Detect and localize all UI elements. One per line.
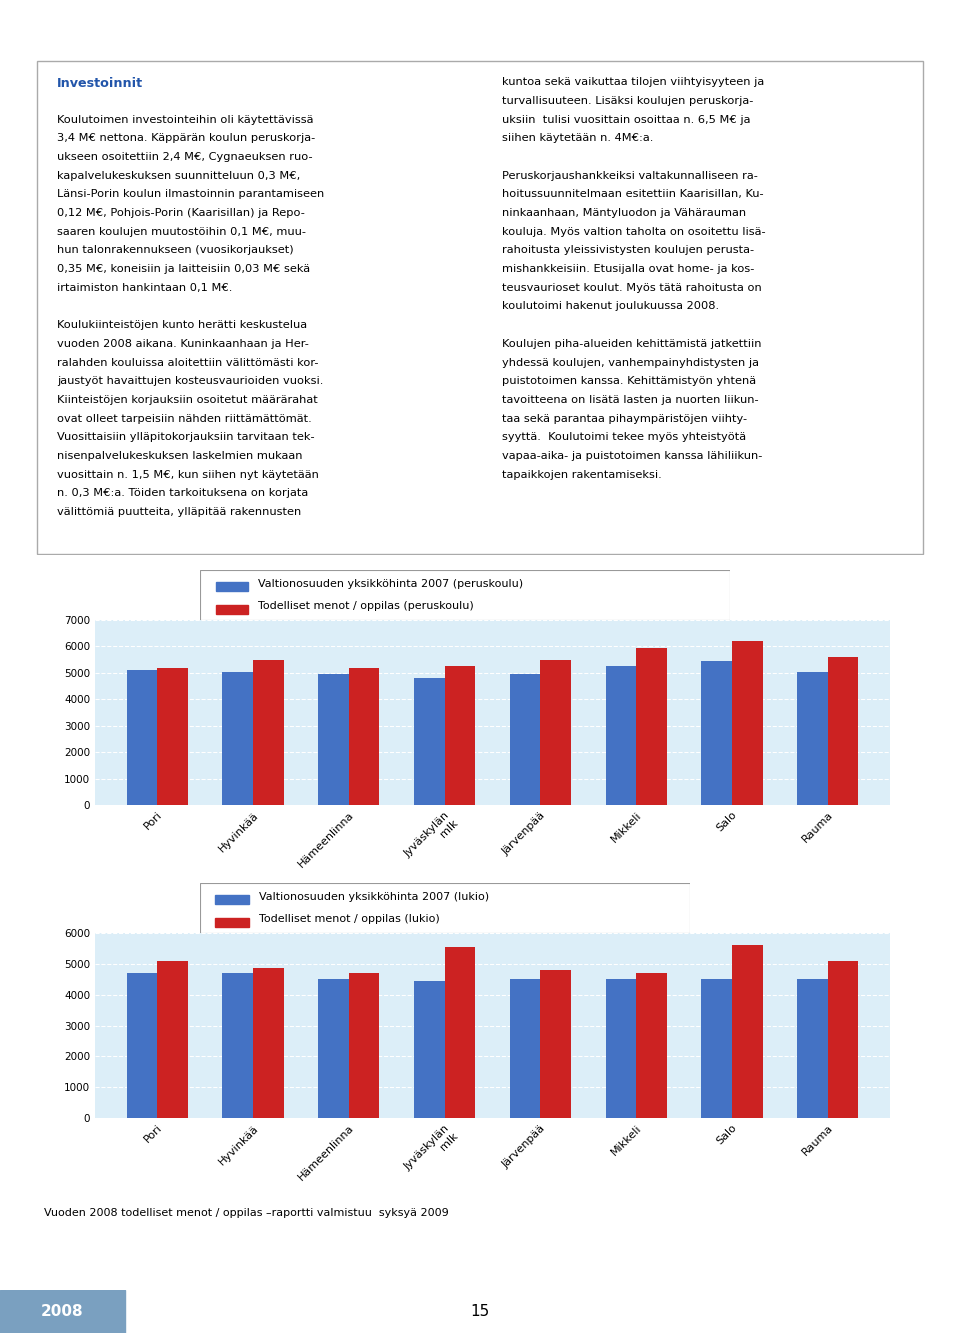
Bar — [510, 980, 540, 1118]
Text: puistotoimen kanssa. Kehittämistyön yhtenä: puistotoimen kanssa. Kehittämistyön yhte… — [502, 376, 756, 387]
Bar — [216, 583, 248, 591]
Text: tavoitteena on lisätä lasten ja nuorten liikun-: tavoitteena on lisätä lasten ja nuorten … — [502, 395, 758, 405]
Text: Vuoden 2008 todelliset menot / oppilas –raportti valmistuu  syksyä 2009: Vuoden 2008 todelliset menot / oppilas –… — [44, 1208, 448, 1217]
Text: 3,4 M€ nettona. Käppärän koulun peruskorja-: 3,4 M€ nettona. Käppärän koulun peruskor… — [58, 133, 316, 144]
Text: Koulukiinteistöjen kunto herätti keskustelua: Koulukiinteistöjen kunto herätti keskust… — [58, 320, 307, 331]
Bar — [702, 980, 732, 1118]
Bar — [216, 605, 248, 615]
Bar — [636, 973, 667, 1118]
Text: ukseen osoitettiin 2,4 M€, Cygnaeuksen ruo-: ukseen osoitettiin 2,4 M€, Cygnaeuksen r… — [58, 152, 313, 163]
Text: kuntoa sekä vaikuttaa tilojen viihtyisyyteen ja: kuntoa sekä vaikuttaa tilojen viihtyisyy… — [502, 77, 764, 88]
Text: Valtionosuuden yksikköhinta 2007 (lukio): Valtionosuuden yksikköhinta 2007 (lukio) — [259, 892, 489, 902]
Bar — [348, 973, 379, 1118]
Text: ninkaanhaan, Mäntyluodon ja Vähärauman: ninkaanhaan, Mäntyluodon ja Vähärauman — [502, 208, 746, 219]
Bar — [414, 981, 444, 1118]
Bar — [828, 657, 858, 805]
Bar — [215, 918, 249, 926]
Bar — [444, 666, 475, 805]
Bar — [318, 980, 348, 1118]
Text: Vuosittaisiin ylläpitokorjauksiin tarvitaan tek-: Vuosittaisiin ylläpitokorjauksiin tarvit… — [58, 432, 315, 443]
Bar — [0, 1290, 125, 1333]
Bar — [606, 980, 636, 1118]
Bar — [732, 641, 762, 805]
Bar — [223, 973, 253, 1118]
Text: Investoinnit: Investoinnit — [58, 77, 143, 91]
Bar — [510, 674, 540, 805]
Text: n. 0,3 M€:a. Töiden tarkoituksena on korjata: n. 0,3 M€:a. Töiden tarkoituksena on kor… — [58, 488, 308, 499]
Text: mishankkeisiin. Etusijalla ovat home- ja kos-: mishankkeisiin. Etusijalla ovat home- ja… — [502, 264, 755, 275]
Text: Peruskorjaushankkeiksi valtakunnalliseen ra-: Peruskorjaushankkeiksi valtakunnalliseen… — [502, 171, 758, 181]
Bar — [223, 672, 253, 805]
Text: Koulutoimen investointeihin oli käytettävissä: Koulutoimen investointeihin oli käytettä… — [58, 115, 314, 125]
Text: hoitussuunnitelmaan esitettiin Kaarisillan, Ku-: hoitussuunnitelmaan esitettiin Kaarisill… — [502, 189, 764, 200]
Text: taa sekä parantaa pihaympäristöjen viihty-: taa sekä parantaa pihaympäristöjen viiht… — [502, 413, 748, 424]
Bar — [253, 969, 284, 1118]
Text: Länsi-Porin koulun ilmastoinnin parantamiseen: Länsi-Porin koulun ilmastoinnin parantam… — [58, 189, 324, 200]
Text: koulutoimi hakenut joulukuussa 2008.: koulutoimi hakenut joulukuussa 2008. — [502, 301, 719, 312]
Text: tapaikkojen rakentamiseksi.: tapaikkojen rakentamiseksi. — [502, 469, 662, 480]
Bar — [348, 668, 379, 805]
Text: teusvaurioset koulut. Myös tätä rahoitusta on: teusvaurioset koulut. Myös tätä rahoitus… — [502, 283, 762, 293]
Text: vapaa-aika- ja puistotoimen kanssa lähiliikun-: vapaa-aika- ja puistotoimen kanssa lähil… — [502, 451, 762, 461]
Text: 0,12 M€, Pohjois-Porin (Kaarisillan) ja Repo-: 0,12 M€, Pohjois-Porin (Kaarisillan) ja … — [58, 208, 305, 219]
Bar — [444, 946, 475, 1118]
Text: Koulujen piha-alueiden kehittämistä jatkettiin: Koulujen piha-alueiden kehittämistä jatk… — [502, 339, 761, 349]
FancyBboxPatch shape — [36, 61, 924, 555]
Text: turvallisuuteen. Lisäksi koulujen peruskorja-: turvallisuuteen. Lisäksi koulujen perusk… — [502, 96, 754, 107]
Text: INVESTOINNIT: INVESTOINNIT — [402, 19, 558, 37]
Text: Todelliset menot / oppilas (peruskoulu): Todelliset menot / oppilas (peruskoulu) — [258, 601, 474, 611]
Text: saaren koulujen muutostöihin 0,1 M€, muu-: saaren koulujen muutostöihin 0,1 M€, muu… — [58, 227, 306, 237]
Text: yhdessä koulujen, vanhempainyhdistysten ja: yhdessä koulujen, vanhempainyhdistysten … — [502, 357, 759, 368]
Text: syyttä.  Koulutoimi tekee myös yhteistyötä: syyttä. Koulutoimi tekee myös yhteistyöt… — [502, 432, 746, 443]
Text: Kiinteistöjen korjauksiin osoitetut määrärahat: Kiinteistöjen korjauksiin osoitetut määr… — [58, 395, 318, 405]
FancyBboxPatch shape — [200, 882, 690, 933]
Bar — [253, 660, 284, 805]
Text: 0,35 M€, koneisiin ja laitteisiin 0,03 M€ sekä: 0,35 M€, koneisiin ja laitteisiin 0,03 M… — [58, 264, 310, 275]
Text: Todelliset menot / oppilas (lukio): Todelliset menot / oppilas (lukio) — [259, 914, 440, 924]
Text: uksiin  tulisi vuosittain osoittaa n. 6,5 M€ ja: uksiin tulisi vuosittain osoittaa n. 6,5… — [502, 115, 751, 125]
Text: ovat olleet tarpeisiin nähden riittämättömät.: ovat olleet tarpeisiin nähden riittämätt… — [58, 413, 312, 424]
Bar — [157, 961, 188, 1118]
Bar — [797, 672, 828, 805]
Bar — [215, 894, 249, 904]
Bar — [127, 670, 157, 805]
Bar — [157, 668, 188, 805]
Bar — [540, 970, 571, 1118]
Text: kouluja. Myös valtion taholta on osoitettu lisä-: kouluja. Myös valtion taholta on osoitet… — [502, 227, 766, 237]
Bar — [540, 660, 571, 805]
Text: jaustyöt havaittujen kosteusvaurioiden vuoksi.: jaustyöt havaittujen kosteusvaurioiden v… — [58, 376, 324, 387]
Text: rahoitusta yleissivistysten koulujen perusta-: rahoitusta yleissivistysten koulujen per… — [502, 245, 755, 256]
Text: Valtionosuuden yksikköhinta 2007 (peruskoulu): Valtionosuuden yksikköhinta 2007 (perusk… — [258, 579, 523, 589]
Bar — [414, 678, 444, 805]
Bar — [702, 661, 732, 805]
Bar — [828, 961, 858, 1118]
Bar — [732, 945, 762, 1118]
Text: hun talonrakennukseen (vuosikorjaukset): hun talonrakennukseen (vuosikorjaukset) — [58, 245, 294, 256]
Bar — [127, 973, 157, 1118]
Bar — [318, 674, 348, 805]
Bar — [606, 666, 636, 805]
Text: kapalvelukeskuksen suunnitteluun 0,3 M€,: kapalvelukeskuksen suunnitteluun 0,3 M€, — [58, 171, 300, 181]
Text: nisenpalvelukeskuksen laskelmien mukaan: nisenpalvelukeskuksen laskelmien mukaan — [58, 451, 302, 461]
Text: välittömiä puutteita, ylläpitää rakennusten: välittömiä puutteita, ylläpitää rakennus… — [58, 507, 301, 517]
Text: 2008: 2008 — [41, 1304, 84, 1318]
Bar — [797, 980, 828, 1118]
FancyBboxPatch shape — [200, 571, 730, 620]
Text: irtaimiston hankintaan 0,1 M€.: irtaimiston hankintaan 0,1 M€. — [58, 283, 232, 293]
Text: vuosittain n. 1,5 M€, kun siihen nyt käytetään: vuosittain n. 1,5 M€, kun siihen nyt käy… — [58, 469, 319, 480]
Bar — [636, 648, 667, 805]
Text: ralahden kouluissa aloitettiin välittömästi kor-: ralahden kouluissa aloitettiin välittömä… — [58, 357, 319, 368]
Text: 15: 15 — [470, 1304, 490, 1318]
Text: vuoden 2008 aikana. Kuninkaanhaan ja Her-: vuoden 2008 aikana. Kuninkaanhaan ja Her… — [58, 339, 309, 349]
Text: siihen käytetään n. 4M€:a.: siihen käytetään n. 4M€:a. — [502, 133, 654, 144]
